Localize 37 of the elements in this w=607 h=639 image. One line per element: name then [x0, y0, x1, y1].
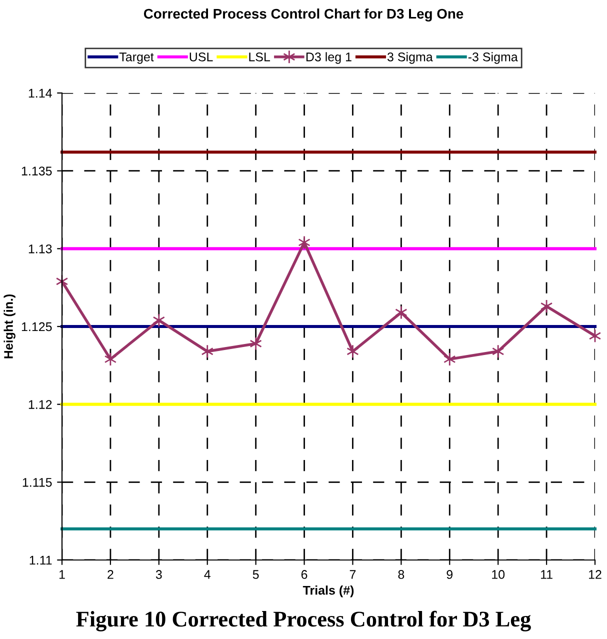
chart-title: Corrected Process Control Chart for D3 Leg One — [144, 8, 464, 22]
x-tick-label: 2 — [108, 570, 114, 579]
legend-label: -3 Sigma — [468, 52, 518, 64]
point — [492, 344, 504, 358]
y-tick-label: 1.115 — [22, 478, 52, 487]
point — [444, 352, 456, 366]
y-tick-label: 1.135 — [22, 166, 52, 176]
point — [201, 344, 214, 358]
x-tick-label: 5 — [252, 570, 259, 579]
point — [346, 344, 359, 358]
legend-label: LSL — [249, 52, 270, 62]
x-tick-label: 4 — [204, 570, 210, 579]
y-tick-label: 1.11 — [30, 556, 52, 565]
y-tick-label: 1.13 — [28, 244, 52, 254]
x-axis-title: Trials (#) — [302, 586, 354, 598]
legend-label: Target — [119, 52, 154, 64]
point — [250, 336, 262, 351]
y-tick-label: 1.125 — [22, 322, 52, 332]
x-tick-label: 6 — [301, 570, 308, 579]
legend-label: USL — [190, 52, 213, 62]
caption: Figure 10 Corrected Process Control for D3 Leg — [76, 610, 531, 632]
x-tick-label: 7 — [350, 570, 356, 579]
legend-label: D3 leg 1 — [306, 52, 352, 64]
point — [152, 313, 166, 328]
x-tick-label: 3 — [156, 570, 162, 579]
x-tick-label: 9 — [446, 570, 453, 579]
x-tick-label: 11 — [541, 570, 552, 579]
y-tick-label: 1.12 — [28, 400, 52, 409]
y-axis-title: Height (in.) — [4, 294, 16, 358]
x-tick-label: 1 — [59, 570, 65, 579]
x-tick-label: 8 — [398, 570, 404, 579]
legend-label: 3 Sigma — [387, 52, 433, 64]
point — [395, 306, 408, 320]
x-tick-label: 12 — [589, 570, 602, 579]
point — [298, 235, 310, 250]
y-tick-label: 1.14 — [28, 88, 52, 98]
x-tick-label: 10 — [492, 570, 505, 579]
